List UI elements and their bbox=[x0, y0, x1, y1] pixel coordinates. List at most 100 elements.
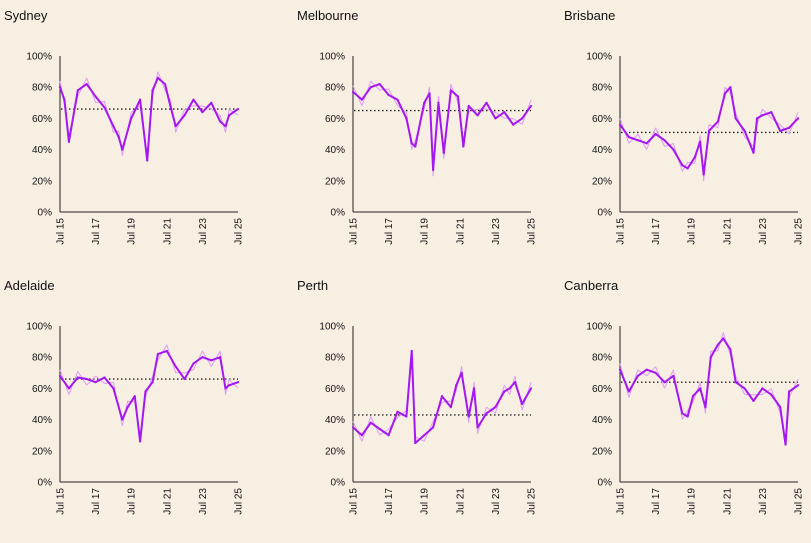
data-point bbox=[76, 89, 79, 92]
series-range-line bbox=[59, 344, 239, 436]
data-point bbox=[723, 92, 727, 95]
data-point bbox=[117, 136, 120, 139]
data-point bbox=[121, 148, 124, 151]
data-point bbox=[236, 107, 240, 111]
data-point bbox=[360, 434, 363, 437]
data-point bbox=[627, 136, 630, 139]
data-point bbox=[146, 159, 149, 162]
x-tick-label: Jul 15 bbox=[349, 218, 360, 245]
data-point bbox=[442, 151, 445, 154]
data-point bbox=[76, 376, 79, 379]
data-point bbox=[494, 406, 497, 409]
data-point bbox=[405, 117, 408, 120]
y-tick-label: 100% bbox=[319, 322, 345, 333]
data-point bbox=[663, 381, 666, 384]
y-tick-label: 60% bbox=[325, 114, 345, 125]
y-tick-label: 60% bbox=[32, 114, 52, 125]
x-tick-label: Jul 15 bbox=[349, 488, 360, 515]
data-point bbox=[369, 421, 372, 424]
data-point bbox=[508, 387, 511, 390]
data-point bbox=[476, 426, 479, 429]
data-point bbox=[752, 151, 755, 154]
data-point bbox=[702, 173, 705, 176]
data-point bbox=[618, 123, 622, 126]
series-range-line bbox=[619, 86, 799, 182]
data-point bbox=[410, 349, 413, 353]
data-point bbox=[183, 114, 186, 117]
data-point bbox=[201, 111, 204, 114]
series-line bbox=[619, 337, 799, 446]
data-point bbox=[467, 104, 470, 108]
data-point bbox=[521, 402, 524, 406]
data-point bbox=[351, 426, 355, 429]
x-tick-label: Jul 19 bbox=[420, 218, 431, 245]
data-point bbox=[133, 395, 136, 398]
data-point bbox=[521, 117, 524, 120]
data-point bbox=[437, 101, 440, 104]
y-tick-label: 0% bbox=[331, 478, 346, 489]
y-tick-label: 0% bbox=[331, 208, 346, 219]
x-tick-label: Jul 25 bbox=[794, 218, 805, 245]
y-tick-label: 40% bbox=[32, 145, 52, 156]
data-point bbox=[743, 387, 746, 390]
data-point bbox=[456, 95, 460, 98]
adelaide-plot: 0% 20% 40% 60% 80% 100% Jul 15 Jul 17 Jul 19 Jul … bbox=[26, 322, 244, 515]
data-point bbox=[224, 387, 227, 390]
x-tick-label: Jul 23 bbox=[198, 488, 209, 515]
data-point bbox=[58, 86, 62, 89]
data-point bbox=[169, 104, 172, 108]
data-point bbox=[449, 89, 452, 92]
data-point bbox=[503, 390, 506, 393]
data-point bbox=[476, 114, 479, 117]
sydney-plot: 0% 20% 40% 60% 80% 100% Jul 15 Jul 17 Jul 19 Jul … bbox=[26, 52, 244, 245]
data-point bbox=[85, 82, 88, 86]
x-tick-label: Jul 19 bbox=[127, 218, 138, 245]
chart-title: Adelaide bbox=[4, 278, 55, 293]
series-line bbox=[59, 76, 239, 162]
data-point bbox=[112, 125, 115, 128]
x-tick-label: Jul 21 bbox=[162, 488, 173, 515]
x-tick-label: Jul 17 bbox=[384, 218, 395, 245]
y-tick-label: 20% bbox=[592, 176, 612, 187]
canberra-chart: Canberra 0% 20% 40% 60% 80% 100% Jul 15 Jul 17 Ju… bbox=[564, 278, 811, 543]
y-tick-label: 100% bbox=[319, 52, 345, 63]
x-tick-label: Jul 19 bbox=[687, 488, 698, 515]
data-point bbox=[729, 348, 732, 351]
brisbane-chart: Brisbane 0% 20% 40% 60% 80% 100% Jul 15 Jul 17 Ju… bbox=[564, 8, 811, 273]
x-tick-label: Jul 17 bbox=[91, 488, 102, 515]
y-tick-label: 80% bbox=[32, 83, 52, 94]
y-tick-label: 60% bbox=[592, 384, 612, 395]
data-point bbox=[151, 89, 154, 92]
data-point bbox=[709, 356, 712, 359]
data-point bbox=[378, 427, 381, 431]
x-tick-label: Jul 17 bbox=[651, 488, 662, 515]
data-point bbox=[156, 76, 159, 79]
data-point bbox=[228, 114, 231, 117]
y-tick-label: 20% bbox=[325, 446, 345, 457]
x-tick-label: Jul 17 bbox=[384, 488, 395, 515]
data-point bbox=[716, 120, 719, 123]
data-point bbox=[503, 111, 506, 114]
data-point bbox=[722, 337, 725, 340]
y-tick-label: 0% bbox=[38, 208, 53, 219]
y-tick-label: 100% bbox=[26, 52, 52, 63]
data-point bbox=[618, 368, 622, 371]
data-point bbox=[645, 368, 648, 371]
chart-title: Sydney bbox=[4, 8, 48, 23]
y-tick-label: 80% bbox=[325, 83, 345, 94]
series-range-line bbox=[352, 80, 532, 177]
series-range-line bbox=[352, 356, 532, 442]
y-tick-label: 80% bbox=[32, 353, 52, 364]
x-tick-label: Jul 17 bbox=[91, 218, 102, 245]
x-tick-label: Jul 21 bbox=[162, 218, 173, 245]
data-point bbox=[423, 434, 426, 437]
y-tick-label: 40% bbox=[592, 145, 612, 156]
chart-title: Brisbane bbox=[564, 8, 616, 23]
data-point bbox=[405, 415, 408, 418]
data-point bbox=[387, 93, 390, 97]
data-point bbox=[163, 82, 167, 86]
canberra-plot: 0% 20% 40% 60% 80% 100% Jul 15 Jul 17 Jul 19 Jul … bbox=[586, 322, 804, 515]
data-point bbox=[784, 443, 787, 446]
data-point bbox=[63, 98, 66, 101]
data-point bbox=[428, 92, 431, 95]
